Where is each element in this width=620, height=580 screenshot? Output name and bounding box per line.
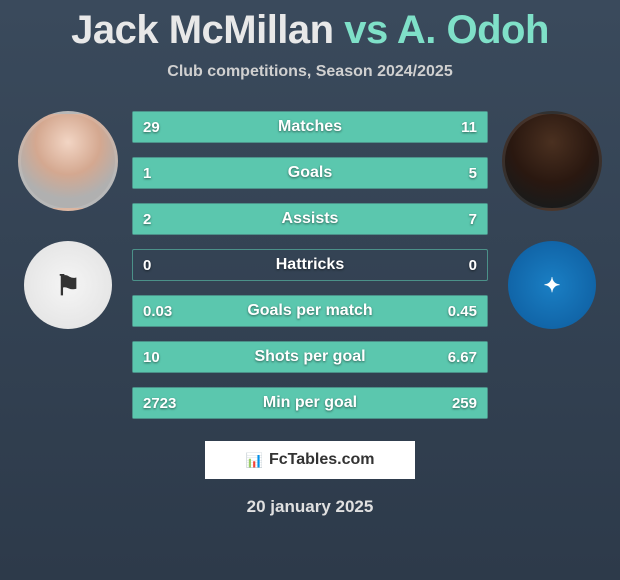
page-title: Jack McMillan vs A. Odoh — [0, 0, 620, 53]
stat-row: 2723259Min per goal — [132, 387, 488, 419]
shield-icon: ⚑ — [55, 269, 80, 302]
footer-date: 20 january 2025 — [0, 497, 620, 517]
stat-label: Matches — [133, 118, 487, 136]
comparison-content: ⚑ 2911Matches 15Goals 27Assists 00Hattricks… — [0, 111, 620, 419]
stat-label: Hattricks — [133, 256, 487, 274]
stat-bars: 2911Matches 15Goals 27Assists 00Hattricks 0.… — [128, 111, 492, 419]
stat-label: Shots per goal — [133, 348, 487, 366]
stat-row: 00Hattricks — [132, 249, 488, 281]
stat-row: 106.67Shots per goal — [132, 341, 488, 373]
player1-avatar — [18, 111, 118, 211]
player2-club-crest: ✦ — [508, 241, 596, 329]
player2-avatar — [502, 111, 602, 211]
stat-label: Min per goal — [133, 394, 487, 412]
stat-row: 2911Matches — [132, 111, 488, 143]
club-icon: ✦ — [544, 273, 561, 298]
stat-label: Assists — [133, 210, 487, 228]
stat-row: 15Goals — [132, 157, 488, 189]
brand-logo[interactable]: 📊 FcTables.com — [205, 441, 415, 479]
stat-row: 27Assists — [132, 203, 488, 235]
brand-text: FcTables.com — [269, 451, 375, 469]
subtitle: Club competitions, Season 2024/2025 — [0, 63, 620, 81]
left-side: ⚑ — [8, 111, 128, 419]
title-player2: A. Odoh — [397, 8, 549, 52]
chart-icon: 📊 — [246, 452, 263, 469]
title-vs: vs — [344, 8, 388, 52]
stat-label: Goals per match — [133, 302, 487, 320]
player1-club-crest: ⚑ — [24, 241, 112, 329]
title-player1: Jack McMillan — [71, 8, 334, 52]
stat-label: Goals — [133, 164, 487, 182]
stat-row: 0.030.45Goals per match — [132, 295, 488, 327]
right-side: ✦ — [492, 111, 612, 419]
